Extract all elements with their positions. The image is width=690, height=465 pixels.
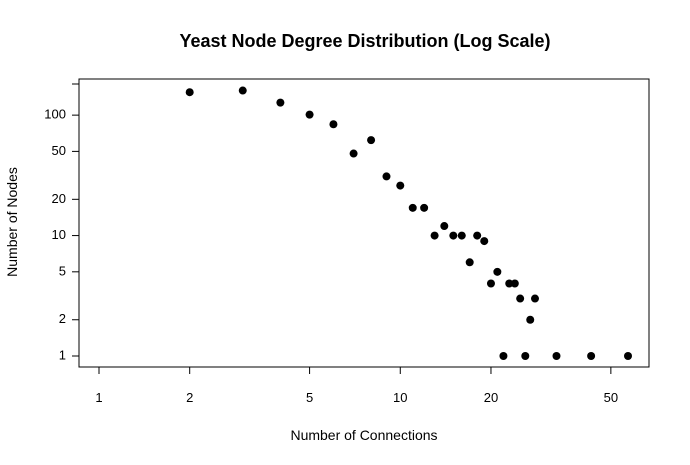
data-point	[499, 352, 508, 360]
y-axis-label: Number of Nodes	[4, 167, 20, 277]
data-points	[185, 86, 632, 360]
y-tick-label: 2	[59, 311, 66, 326]
y-tick-label: 20	[52, 191, 66, 206]
data-point	[510, 279, 519, 288]
data-point	[521, 352, 530, 360]
data-point	[486, 279, 495, 288]
data-point	[396, 181, 405, 190]
y-axis: 1 2 5 10 20 50 100	[44, 83, 79, 362]
data-point	[530, 294, 539, 303]
data-point	[516, 294, 525, 303]
data-point	[382, 172, 391, 181]
y-tick-label: 100	[44, 107, 66, 122]
x-tick-label: 20	[484, 390, 498, 405]
data-point	[449, 231, 458, 240]
data-point	[480, 237, 489, 246]
data-point	[457, 231, 466, 240]
x-tick-label: 5	[306, 390, 313, 405]
x-axis: 1 2 5 10 20 50	[95, 367, 618, 405]
data-point	[305, 110, 314, 119]
data-point	[408, 203, 417, 212]
x-tick-label: 1	[95, 390, 102, 405]
data-point	[238, 86, 247, 95]
y-tick-label: 10	[52, 227, 66, 242]
data-point	[505, 279, 514, 288]
data-point	[349, 149, 358, 158]
data-point	[552, 352, 561, 360]
data-point	[420, 203, 429, 212]
y-tick-label: 1	[59, 347, 66, 362]
data-point	[587, 352, 596, 360]
data-point	[526, 315, 535, 324]
data-point	[624, 352, 632, 360]
data-point	[465, 258, 474, 267]
x-tick-label: 2	[186, 390, 193, 405]
y-tick-label: 5	[59, 263, 66, 278]
y-tick-label: 50	[52, 143, 66, 158]
data-point	[185, 88, 194, 97]
x-tick-label: 50	[604, 390, 618, 405]
data-point	[276, 98, 285, 107]
data-point	[473, 231, 482, 240]
data-point	[329, 120, 338, 129]
data-point	[440, 222, 449, 231]
data-point	[367, 136, 376, 145]
data-point	[430, 231, 439, 240]
data-point	[493, 267, 502, 276]
chart-title: Yeast Node Degree Distribution (Log Scal…	[179, 31, 550, 51]
plot-frame	[78, 78, 650, 368]
x-axis-label: Number of Connections	[290, 427, 437, 443]
x-tick-label: 10	[393, 390, 407, 405]
